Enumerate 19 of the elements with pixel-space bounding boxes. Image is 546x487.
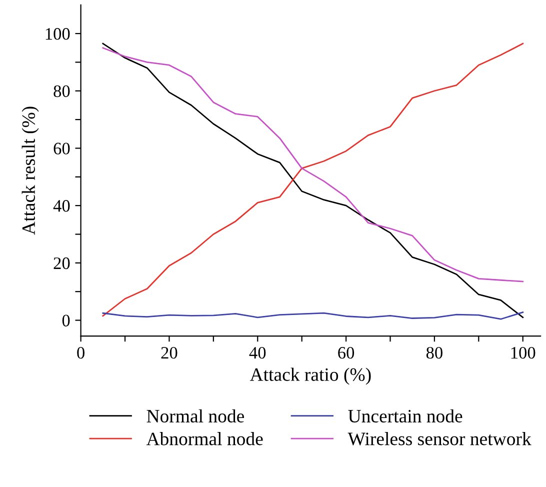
legend-label: Uncertain node [348, 409, 462, 423]
line-series [102, 312, 524, 320]
y-axis-title: Attack result (%) [22, 106, 39, 235]
x-tick-label: 20 [161, 346, 178, 359]
y-tick-label: 40 [53, 200, 70, 212]
y-tick-label: 0 [62, 314, 70, 326]
x-tick-label: 80 [426, 346, 442, 359]
x-axis-title: Attack ratio (%) [250, 368, 371, 385]
x-tick-label: 40 [249, 346, 266, 359]
y-tick-label: 20 [54, 257, 70, 270]
legend-label: Wireless sensor network [348, 432, 532, 446]
legend-label: Normal node [146, 409, 244, 423]
y-tick-label: 100 [46, 28, 70, 40]
y-tick-label: 60 [54, 142, 70, 154]
legend-label: Abnormal node [146, 432, 263, 446]
x-tick-label: 0 [77, 346, 84, 359]
y-tick-label: 80 [54, 85, 70, 98]
x-tick-label: 100 [511, 346, 536, 359]
x-tick-label: 60 [338, 346, 354, 359]
